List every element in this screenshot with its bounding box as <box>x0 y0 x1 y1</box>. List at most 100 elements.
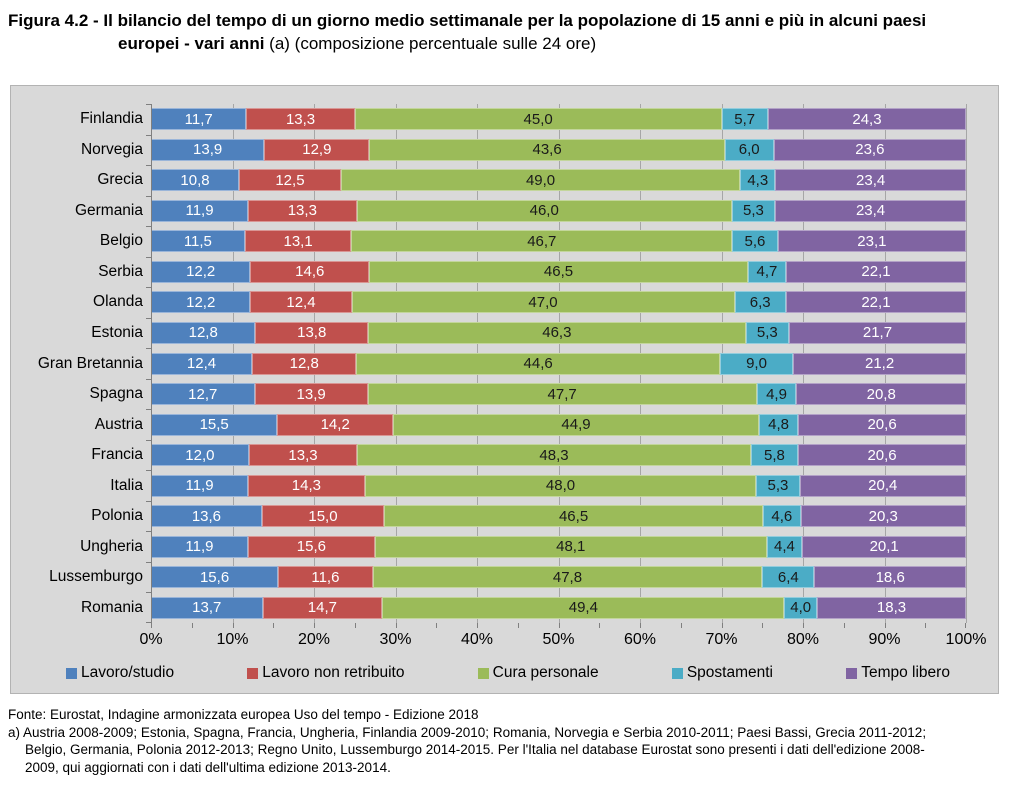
bar-value-label: 12,2 <box>186 293 216 311</box>
bar-value-label: 24,3 <box>852 110 882 128</box>
x-tick-label: 0% <box>139 631 163 648</box>
country-label: Olanda <box>93 293 143 311</box>
stacked-bar: 15,6 11,6 47,8 6,4 18,6 <box>151 566 966 589</box>
x-axis-tick <box>273 623 275 628</box>
bar-value-label: 48,1 <box>556 538 586 556</box>
bar-segment: 46,5 <box>369 260 748 283</box>
bar-value-label: 15,6 <box>199 568 230 586</box>
bar-value-label: 4,0 <box>790 599 812 617</box>
bar-row: 11,9 14,3 48,0 5,3 20,4 <box>151 470 966 501</box>
country-label: Gran Bretannia <box>37 354 143 372</box>
y-axis-tick <box>146 226 151 228</box>
bar-segment: 4,4 <box>766 535 803 558</box>
country-label: Finlandia <box>80 110 143 128</box>
bar-value-label: 12,4 <box>286 293 316 311</box>
x-axis-tick <box>395 623 397 628</box>
bar-segment: 47,0 <box>351 291 735 314</box>
bar-value-label: 10,8 <box>180 171 210 189</box>
country-label: Grecia <box>97 171 143 189</box>
y-axis-tick <box>146 256 151 258</box>
bar-segment: 11,9 <box>151 535 248 558</box>
bar-segment: 13,7 <box>151 596 263 619</box>
stacked-bar: 12,7 13,9 47,7 4,9 20,8 <box>151 383 966 406</box>
bar-value-label: 4,8 <box>768 416 789 434</box>
x-axis-tick <box>762 623 764 628</box>
bar-segment: 20,6 <box>798 413 967 436</box>
x-axis-labels: 0% 10% 20% 30% 40% 50% 60% 70% 80% 90% 100% <box>139 631 986 651</box>
country-label: Francia <box>91 446 143 464</box>
bar-segment: 14,2 <box>277 413 394 436</box>
bar-value-label: 46,5 <box>543 263 574 281</box>
legend-swatch-icon <box>846 667 858 679</box>
bar-row: 11,5 13,1 46,7 5,6 23,1 <box>151 226 966 257</box>
y-axis-tick <box>146 317 151 319</box>
bar-value-label: 14,6 <box>295 263 325 281</box>
bar-segment: 47,7 <box>367 383 757 406</box>
bar-row: 11,9 15,6 48,1 4,4 20,1 <box>151 531 967 562</box>
stacked-bar: 10,8 12,5 49,0 4,3 23,4 <box>151 169 966 192</box>
bar-segment: 13,3 <box>248 444 358 467</box>
y-axis-tick <box>146 409 151 411</box>
bar-value-label: 4,6 <box>771 507 793 525</box>
bar-segment: 46,0 <box>356 199 732 222</box>
y-axis-tick <box>146 348 151 350</box>
country-label: Estonia <box>91 323 143 341</box>
bar-value-label: 48,3 <box>539 446 569 464</box>
bar-value-label: 4,9 <box>766 385 787 403</box>
bar-segment: 21,7 <box>788 321 966 344</box>
bar-value-label: 4,7 <box>756 263 778 281</box>
x-axis-tick <box>599 623 601 628</box>
bar-segment: 12,2 <box>151 291 251 314</box>
stacked-bar: 12,2 14,6 46,5 4,7 22,1 <box>151 260 966 283</box>
figure-title-line2-regular: (a) (composizione percentuale sulle 24 o… <box>269 34 597 53</box>
legend-swatch-icon <box>671 667 683 679</box>
bar-segment: 5,3 <box>756 474 800 497</box>
bar-segment: 46,7 <box>351 230 733 253</box>
bar-value-label: 49,4 <box>568 599 598 617</box>
x-tick-label: 40% <box>460 631 494 648</box>
bar-value-label: 46,7 <box>527 232 557 250</box>
bar-value-label: 5,6 <box>744 232 766 250</box>
gridline <box>966 104 967 623</box>
stacked-bar: 12,8 13,8 46,3 5,3 21,7 <box>151 321 966 344</box>
x-tick-label: 50% <box>542 631 575 648</box>
bar-value-label: 5,3 <box>767 477 789 495</box>
bar-value-label: 20,6 <box>867 416 897 434</box>
country-label: Norvegia <box>80 140 143 158</box>
y-axis-tick <box>146 287 151 289</box>
bar-value-label: 13,8 <box>297 324 327 342</box>
bar-segment: 6,4 <box>762 566 815 589</box>
bar-segment: 48,0 <box>364 474 757 497</box>
country-label: Serbia <box>98 262 143 280</box>
bar-segment: 12,7 <box>151 383 255 406</box>
bar-segment: 10,8 <box>151 169 240 192</box>
bar-segment: 18,6 <box>814 566 966 589</box>
bar-value-label: 12,2 <box>186 263 216 281</box>
bar-segment: 46,5 <box>384 505 764 528</box>
footer: Fonte: Eurostat, Indagine armonizzata eu… <box>8 706 1006 776</box>
bar-value-label: 23,1 <box>857 232 887 250</box>
bar-segment: 44,6 <box>356 352 720 375</box>
bar-segment: 14,3 <box>248 474 365 497</box>
y-axis-tick <box>146 104 151 105</box>
bar-value-label: 4,3 <box>747 171 769 189</box>
x-axis-tick <box>517 623 519 628</box>
bar-value-label: 47,8 <box>552 568 583 586</box>
country-label: Lussemburgo <box>49 568 143 586</box>
chart-legend: Lavoro/studio Lavoro non retribuito Cura p… <box>66 661 950 685</box>
legend-swatch-icon <box>477 667 489 679</box>
bar-segment: 46,3 <box>368 321 746 344</box>
bar-value-label: 9,0 <box>746 355 767 373</box>
country-label: Germania <box>74 201 143 219</box>
x-axis-tick <box>477 623 478 628</box>
bar-row: 11,9 13,3 46,0 5,3 23,4 <box>151 196 966 227</box>
x-axis-tick <box>803 623 804 628</box>
bar-segment: 20,1 <box>802 535 967 558</box>
country-label: Austria <box>94 415 143 433</box>
y-axis-tick <box>146 165 151 167</box>
bar-value-label: 46,0 <box>529 202 559 220</box>
bar-value-label: 13,9 <box>296 385 326 403</box>
legend-item: Cura personale <box>477 664 599 682</box>
bar-segment: 12,2 <box>151 260 251 283</box>
bar-segment: 20,6 <box>798 444 966 467</box>
